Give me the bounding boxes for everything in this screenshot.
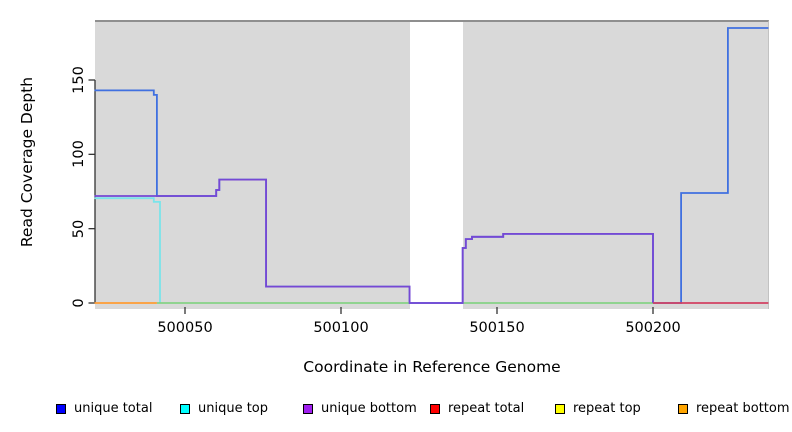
unique-bottom-swatch-icon bbox=[303, 403, 313, 414]
no-coverage-gap bbox=[409, 22, 463, 309]
y-axis-title: Read Coverage Depth bbox=[18, 76, 36, 248]
y-tick-label-0: 0 bbox=[71, 298, 87, 308]
repeat-bottom-swatch-icon bbox=[678, 403, 688, 414]
legend-item-repeat-top: repeat top bbox=[555, 401, 641, 416]
legend-item-repeat-bottom: repeat bottom bbox=[678, 401, 790, 416]
x-tick-label-500100: 500100 bbox=[313, 320, 369, 336]
legend-item-unique-top: unique top bbox=[180, 401, 268, 416]
x-tick-label-500050: 500050 bbox=[157, 320, 213, 336]
x-axis-title: Coordinate in Reference Genome bbox=[303, 358, 561, 376]
y-tick-label-50: 50 bbox=[71, 219, 87, 239]
x-tick-label-500150: 500150 bbox=[469, 320, 525, 336]
legend-label: repeat total bbox=[448, 401, 525, 416]
legend-item-repeat-total: repeat total bbox=[430, 401, 524, 416]
unique-top-swatch-icon bbox=[180, 403, 190, 414]
unique-total-swatch-icon bbox=[56, 403, 66, 414]
legend-label: repeat top bbox=[573, 401, 641, 416]
legend-item-unique-total: unique total bbox=[56, 401, 152, 416]
y-tick-label-150: 150 bbox=[71, 66, 87, 94]
plot-area bbox=[95, 20, 769, 309]
repeat-top-swatch-icon bbox=[555, 403, 565, 414]
legend-label: unique bottom bbox=[321, 401, 417, 416]
legend-label: unique total bbox=[74, 401, 153, 416]
y-tick-label-100: 100 bbox=[71, 140, 87, 168]
x-tick-label-500200: 500200 bbox=[625, 320, 681, 336]
legend-label: repeat bottom bbox=[696, 401, 790, 416]
legend-item-unique-bottom: unique bottom bbox=[303, 401, 417, 416]
legend-label: unique top bbox=[198, 401, 269, 416]
repeat-total-swatch-icon bbox=[430, 403, 440, 414]
